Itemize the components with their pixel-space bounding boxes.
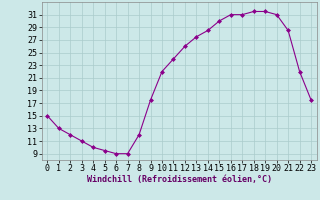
X-axis label: Windchill (Refroidissement éolien,°C): Windchill (Refroidissement éolien,°C) (87, 175, 272, 184)
